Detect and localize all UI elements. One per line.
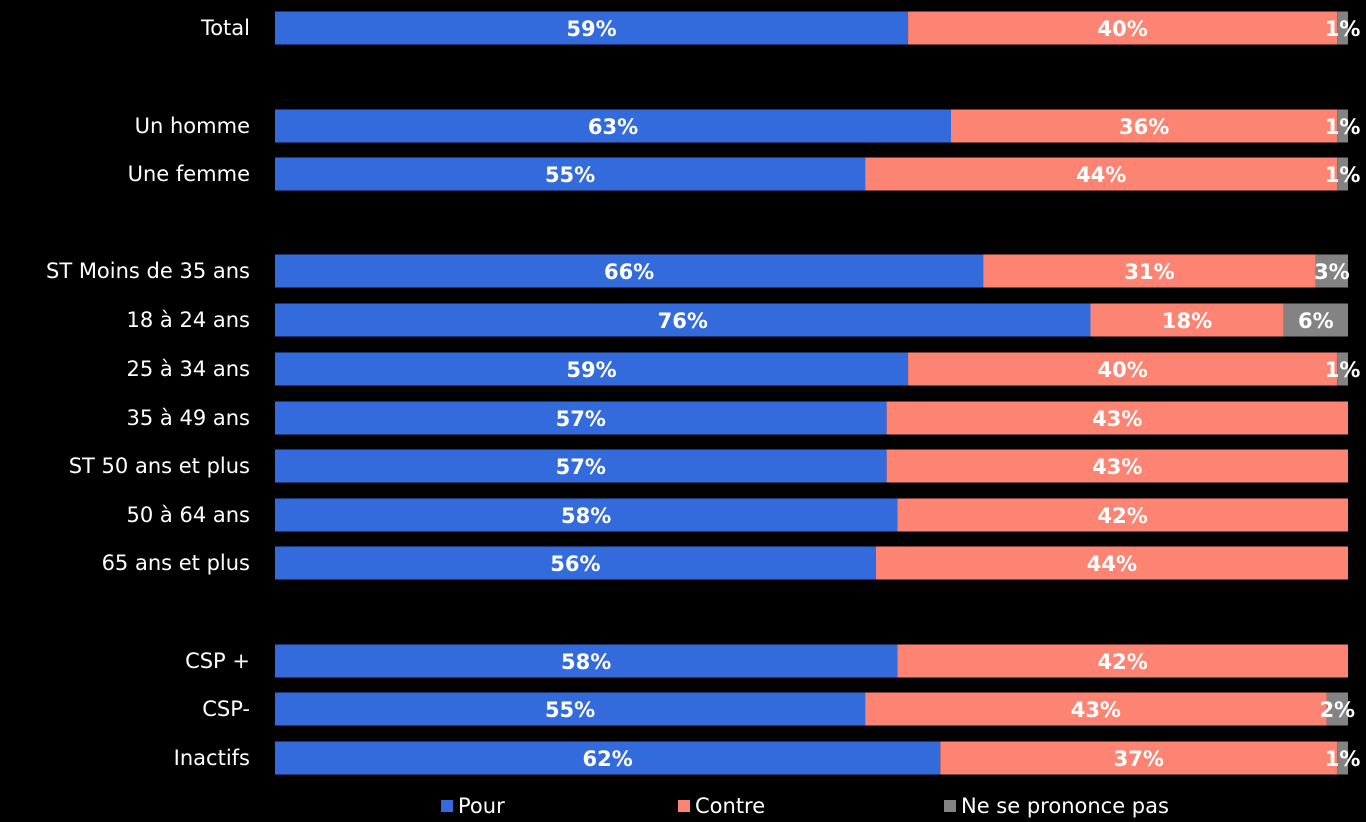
category-label-un-homme: Un homme	[135, 114, 250, 138]
bar-segment-ne-se-prononce-pas-total	[1337, 11, 1348, 45]
data-label-ne-se-prononce-pas-25-a-34-ans: 1%	[1325, 358, 1361, 382]
data-label-ne-se-prononce-pas-st-moins-de-35-ans: 3%	[1314, 260, 1350, 284]
category-label-une-femme: Une femme	[128, 162, 250, 186]
bar-segment-pour-un-homme	[275, 109, 951, 143]
category-label-total: Total	[200, 16, 250, 40]
data-label-pour-st-50-ans-et-plus: 57%	[556, 455, 606, 479]
bar-segment-ne-se-prononce-pas-18-a-24-ans	[1283, 303, 1348, 337]
data-label-pour-csp: 55%	[545, 698, 595, 722]
bar-segment-contre-total	[908, 11, 1338, 45]
legend-label-pour: Pour	[458, 794, 505, 818]
bar-segment-pour-35-a-49-ans	[275, 401, 887, 435]
category-label-csp: CSP-	[202, 697, 250, 721]
bar-segment-pour-total	[275, 11, 909, 45]
data-label-contre-65-ans-et-plus: 44%	[1087, 552, 1137, 576]
bar-segment-contre-st-50-ans-et-plus	[886, 449, 1348, 483]
bar-segment-contre-18-a-24-ans	[1090, 303, 1284, 337]
bar-segment-pour-st-moins-de-35-ans	[275, 254, 984, 288]
data-label-contre-total: 40%	[1098, 17, 1148, 41]
legend: Pour Contre Ne se prononce pas	[441, 794, 1169, 818]
bar-segment-pour-50-a-64-ans	[275, 498, 898, 532]
data-label-pour-50-a-64-ans: 58%	[561, 504, 611, 528]
bar-segment-ne-se-prononce-pas-st-moins-de-35-ans	[1315, 254, 1348, 288]
legend-swatch-pour	[441, 800, 453, 812]
bar-segment-contre-35-a-49-ans	[886, 401, 1348, 435]
bar-segment-ne-se-prononce-pas-un-homme	[1337, 109, 1348, 143]
bar-segment-pour-inactifs	[275, 741, 941, 775]
data-label-contre-un-homme: 36%	[1119, 115, 1169, 139]
data-label-contre-25-a-34-ans: 40%	[1098, 358, 1148, 382]
category-label-50-a-64-ans: 50 à 64 ans	[127, 503, 250, 527]
category-label-65-ans-et-plus: 65 ans et plus	[102, 551, 250, 575]
data-label-contre-csp: 43%	[1071, 698, 1121, 722]
bar-segment-contre-inactifs	[940, 741, 1338, 775]
data-label-contre-50-a-64-ans: 42%	[1098, 504, 1148, 528]
bar-segment-pour-65-ans-et-plus	[275, 546, 876, 580]
data-label-pour-un-homme: 63%	[588, 115, 638, 139]
bar-segment-contre-50-a-64-ans	[897, 498, 1348, 532]
bar-segment-contre-csp	[865, 692, 1327, 726]
bar-segment-contre-st-moins-de-35-ans	[983, 254, 1316, 288]
data-label-pour-25-a-34-ans: 59%	[566, 358, 616, 382]
bars-group: Total 59% 40% 1% Un homme 63% 36% 1% Une femme 55…	[46, 11, 1361, 775]
category-label-csp: CSP +	[185, 649, 250, 673]
bar-segment-ne-se-prononce-pas-inactifs	[1337, 741, 1348, 775]
data-label-contre-st-moins-de-35-ans: 31%	[1124, 260, 1174, 284]
bar-segment-ne-se-prononce-pas-csp	[1326, 692, 1348, 726]
data-label-contre-35-a-49-ans: 43%	[1092, 407, 1142, 431]
legend-swatch-ne-se-prononce-pas	[944, 800, 956, 812]
legend-label-ne-se-prononce-pas: Ne se prononce pas	[961, 794, 1169, 818]
bar-segment-ne-se-prononce-pas-une-femme	[1337, 157, 1348, 191]
bar-segment-pour-25-a-34-ans	[275, 352, 909, 386]
data-label-ne-se-prononce-pas-18-a-24-ans: 6%	[1298, 309, 1334, 333]
category-label-35-a-49-ans: 35 à 49 ans	[127, 406, 250, 430]
legend-swatch-contre	[678, 800, 690, 812]
category-label-st-50-ans-et-plus: ST 50 ans et plus	[69, 454, 250, 478]
bar-segment-pour-csp	[275, 692, 866, 726]
bar-segment-contre-un-homme	[950, 109, 1338, 143]
data-label-contre-st-50-ans-et-plus: 43%	[1092, 455, 1142, 479]
bar-segment-pour-18-a-24-ans	[275, 303, 1091, 337]
data-label-pour-total: 59%	[566, 17, 616, 41]
category-label-st-moins-de-35-ans: ST Moins de 35 ans	[46, 259, 250, 283]
bar-segment-contre-65-ans-et-plus	[875, 546, 1348, 580]
data-label-pour-inactifs: 62%	[582, 747, 632, 771]
bar-segment-pour-st-50-ans-et-plus	[275, 449, 887, 483]
data-label-pour-35-a-49-ans: 57%	[556, 407, 606, 431]
legend-label-contre: Contre	[695, 794, 765, 818]
bar-segment-contre-25-a-34-ans	[908, 352, 1338, 386]
data-label-ne-se-prononce-pas-une-femme: 1%	[1325, 163, 1361, 187]
category-label-25-a-34-ans: 25 à 34 ans	[127, 357, 250, 381]
category-label-18-a-24-ans: 18 à 24 ans	[127, 308, 250, 332]
data-label-pour-18-a-24-ans: 76%	[658, 309, 708, 333]
bar-segment-pour-une-femme	[275, 157, 866, 191]
data-label-ne-se-prononce-pas-csp: 2%	[1319, 698, 1355, 722]
data-label-pour-csp: 58%	[561, 650, 611, 674]
data-label-ne-se-prononce-pas-inactifs: 1%	[1325, 747, 1361, 771]
data-label-pour-st-moins-de-35-ans: 66%	[604, 260, 654, 284]
data-label-contre-inactifs: 37%	[1114, 747, 1164, 771]
data-label-contre-une-femme: 44%	[1076, 163, 1126, 187]
data-label-ne-se-prononce-pas-total: 1%	[1325, 17, 1361, 41]
category-label-inactifs: Inactifs	[174, 746, 250, 770]
bar-segment-contre-csp	[897, 644, 1348, 678]
data-label-contre-18-a-24-ans: 18%	[1162, 309, 1212, 333]
data-label-pour-65-ans-et-plus: 56%	[550, 552, 600, 576]
bar-segment-ne-se-prononce-pas-25-a-34-ans	[1337, 352, 1348, 386]
data-label-pour-une-femme: 55%	[545, 163, 595, 187]
data-label-ne-se-prononce-pas-un-homme: 1%	[1325, 115, 1361, 139]
bar-segment-contre-une-femme	[865, 157, 1338, 191]
bar-segment-pour-csp	[275, 644, 898, 678]
data-label-contre-csp: 42%	[1098, 650, 1148, 674]
